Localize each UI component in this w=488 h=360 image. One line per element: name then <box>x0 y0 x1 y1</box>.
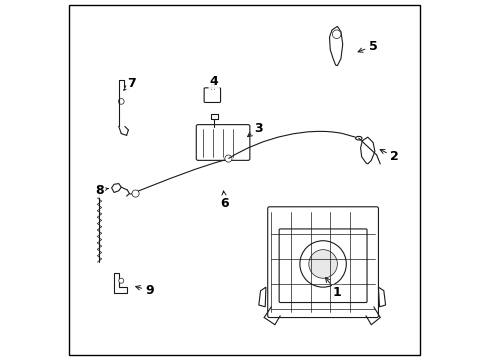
FancyBboxPatch shape <box>279 229 366 302</box>
Text: 2: 2 <box>379 149 398 163</box>
Circle shape <box>332 30 340 39</box>
Circle shape <box>308 249 337 278</box>
FancyBboxPatch shape <box>196 125 249 160</box>
Circle shape <box>299 241 346 287</box>
Ellipse shape <box>355 136 361 140</box>
FancyBboxPatch shape <box>267 207 378 318</box>
Text: 9: 9 <box>135 284 154 297</box>
Text: 1: 1 <box>325 278 341 299</box>
Text: 6: 6 <box>220 191 229 210</box>
Text: 3: 3 <box>247 122 263 136</box>
Circle shape <box>118 99 124 104</box>
FancyBboxPatch shape <box>203 88 220 103</box>
Polygon shape <box>360 137 374 164</box>
Polygon shape <box>378 287 385 307</box>
Text: 5: 5 <box>357 40 377 53</box>
Circle shape <box>119 278 123 283</box>
Circle shape <box>132 190 139 197</box>
Text: 8: 8 <box>95 184 108 197</box>
Polygon shape <box>111 184 121 193</box>
Polygon shape <box>114 273 126 293</box>
Circle shape <box>224 155 231 162</box>
Polygon shape <box>329 26 342 66</box>
Text: 4: 4 <box>209 75 218 88</box>
Polygon shape <box>258 287 265 307</box>
Text: 7: 7 <box>123 77 136 90</box>
